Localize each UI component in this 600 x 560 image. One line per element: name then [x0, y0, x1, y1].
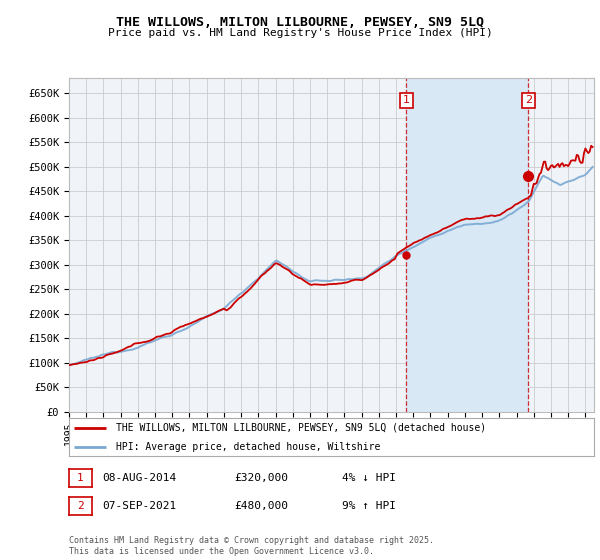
Text: 07-SEP-2021: 07-SEP-2021 [102, 501, 176, 511]
Text: 1: 1 [77, 473, 84, 483]
Text: Price paid vs. HM Land Registry's House Price Index (HPI): Price paid vs. HM Land Registry's House … [107, 28, 493, 38]
Text: £480,000: £480,000 [234, 501, 288, 511]
Text: £320,000: £320,000 [234, 473, 288, 483]
Text: 9% ↑ HPI: 9% ↑ HPI [342, 501, 396, 511]
Text: 2: 2 [77, 501, 84, 511]
Text: 1: 1 [403, 95, 410, 105]
Text: Contains HM Land Registry data © Crown copyright and database right 2025.
This d: Contains HM Land Registry data © Crown c… [69, 536, 434, 556]
Text: 08-AUG-2014: 08-AUG-2014 [102, 473, 176, 483]
Text: 4% ↓ HPI: 4% ↓ HPI [342, 473, 396, 483]
Text: THE WILLOWS, MILTON LILBOURNE, PEWSEY, SN9 5LQ: THE WILLOWS, MILTON LILBOURNE, PEWSEY, S… [116, 16, 484, 29]
Text: HPI: Average price, detached house, Wiltshire: HPI: Average price, detached house, Wilt… [116, 442, 380, 452]
Text: THE WILLOWS, MILTON LILBOURNE, PEWSEY, SN9 5LQ (detached house): THE WILLOWS, MILTON LILBOURNE, PEWSEY, S… [116, 423, 487, 433]
Bar [406, 78, 528, 412]
Text: 2: 2 [524, 95, 532, 105]
